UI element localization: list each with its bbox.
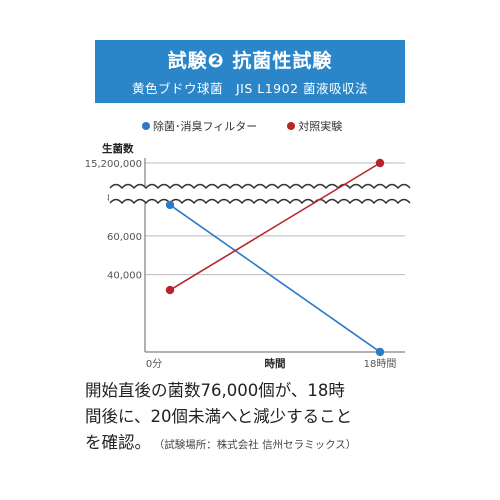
legend-marker-filter <box>142 122 150 130</box>
data-point-0-1 <box>375 347 385 357</box>
legend-item-control: 対照実験 <box>287 118 342 134</box>
legend-label-filter: 除菌･消臭フィルター <box>153 120 258 133</box>
x-tick-label-0: 0分 <box>146 358 162 370</box>
banner-title: 試験❷ 抗菌性試験 <box>167 50 333 72</box>
banner-subtitle: 黄色ブドウ球菌 JIS L1902 菌液吸収法 <box>131 81 369 96</box>
x-tick-label-1: 18時間 <box>364 358 397 370</box>
x-axis-title: 時間 <box>265 357 286 370</box>
axis-break-wave-bottom <box>109 198 411 205</box>
test-source-note: （試験場所：株式会社 信州セラミックス） <box>159 439 357 451</box>
legend-marker-control <box>287 122 296 130</box>
y-axis-title: 生菌数 <box>102 142 134 155</box>
chart-legend: 除菌･消臭フィルター 対照実験 <box>142 118 342 134</box>
series-line-1 <box>169 162 381 291</box>
caption-line-1: 開始直後の菌数76,000個が、18時 <box>85 381 345 400</box>
legend-item-filter: 除菌･消臭フィルター <box>142 118 257 134</box>
axis-break-band <box>109 186 407 203</box>
caption-line-3-text: を確認。 <box>85 433 151 452</box>
y-tick-label-0: 40,000 <box>107 271 142 282</box>
data-point-1-0 <box>165 285 175 295</box>
series-line-0 <box>169 204 381 353</box>
legend-label-control: 対照実験 <box>298 120 343 133</box>
caption-line-3: を確認。 （試験場所：株式会社 信州セラミックス） <box>85 430 425 458</box>
title-banner: 試験❷ 抗菌性試験 黄色ブドウ球菌 JIS L1902 菌液吸収法 <box>95 40 405 103</box>
result-caption: 開始直後の菌数76,000個が、18時 間後に、20個未満へと減少すること を確… <box>85 378 425 458</box>
y-tick-label-top: 15,200,000 <box>85 159 142 170</box>
data-point-0-0 <box>165 200 175 210</box>
axis-break-wave-top <box>109 183 411 190</box>
y-tick-label-1: 60,000 <box>107 232 142 243</box>
caption-line-2: 間後に、20個未満へと減少すること <box>85 407 353 426</box>
data-point-1-1 <box>375 158 385 168</box>
